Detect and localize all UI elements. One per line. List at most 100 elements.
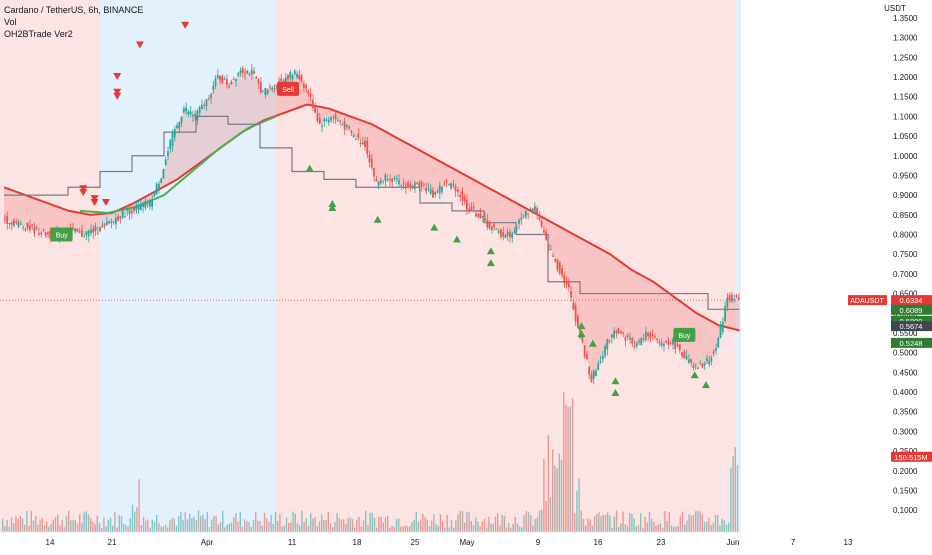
volume-bar [391,525,393,532]
buy-triangle [328,203,337,211]
volume-bar [373,517,376,532]
axis-unit-label: USDT [884,4,906,13]
signal-label: Sell [282,87,294,94]
x-tick-label: 16 [594,538,603,547]
candle-body [717,337,720,348]
candle-body [545,231,548,240]
volume-bar [169,520,171,532]
candle-body [402,183,405,185]
volume-bar [406,525,409,532]
buy-triangle [305,164,314,172]
candle-body [182,108,185,113]
candle-body [309,93,312,97]
trend-fill [4,69,740,381]
volume-bar [246,520,248,532]
candle-body [703,363,706,366]
candle-body [441,186,443,192]
candle-body [651,334,654,336]
volume-bar [112,525,114,532]
volume-bar [629,512,631,532]
volume-bar [400,526,402,532]
volume-bar [574,513,576,532]
volume-bar [398,518,400,532]
volume-bar [578,478,580,532]
volume-bar [10,517,13,532]
candle-body [71,227,74,229]
candle-body [343,121,346,130]
volume-bar [666,520,668,532]
candle-body [710,357,713,362]
candle-body [647,332,649,337]
candle-body [148,199,151,207]
candle-body [257,78,260,84]
candle-body [493,224,495,228]
volume-bar [116,527,118,532]
candle-body [463,196,466,202]
candle-body [348,126,351,129]
volume-bar [182,519,184,532]
candle-body [173,128,176,138]
candle-body [699,362,702,364]
candle-body [80,230,83,237]
volume-indicator-label[interactable]: Vol [4,17,17,27]
candle-body [90,229,92,234]
candle-body [76,228,79,232]
candle-body [300,75,303,82]
oh2btrade-indicator-label[interactable]: OH2BTrade Ver2 [4,29,73,39]
x-tick-label: 9 [536,538,541,547]
volume-bar [193,516,195,532]
candle-body [468,208,471,212]
volume-bar [362,520,365,532]
volume-bar [455,520,457,532]
candle-body [112,221,115,223]
volume-bar [189,513,191,532]
candle-body [572,302,575,310]
candle-body [223,78,226,80]
candle-body [658,342,661,344]
volume-bar [285,517,288,532]
candle-body [357,134,360,138]
y-tick-label: 0.9000 [893,191,918,200]
volume-bar [673,526,675,532]
volume-bar [591,525,593,532]
y-tick-label: 0.2000 [893,467,918,476]
candle-body [237,73,240,76]
volume-bar [420,519,422,532]
volume-bar [8,526,10,532]
sell-triangle [90,195,99,203]
volume-bar [422,513,424,532]
candle-body [549,249,552,251]
volume-bar [288,523,290,532]
candle-body [522,217,525,219]
volume-tag-label: 150.515M [894,453,927,462]
symbol-tag-bg [848,295,887,306]
candle-body [586,354,588,360]
volume-bar [369,512,371,532]
candle-body [400,184,403,186]
candle-body [268,86,271,88]
current-price-tag-label: 0.6334 [900,296,923,305]
volume-bar [510,527,512,532]
candle-body [644,331,647,340]
volume-bar [618,526,620,532]
candle-body [672,339,674,345]
volume-bar [307,525,310,532]
candle-body [264,87,267,95]
candle-body [728,294,731,301]
volume-bar [19,515,21,532]
candle-body [595,370,597,377]
volume-bar [525,510,527,532]
candle-body [194,113,197,117]
volume-bar [200,516,202,532]
candle-body [345,125,348,128]
volume-bar [437,526,439,532]
x-tick-label: May [459,538,474,547]
candle-body [83,236,86,238]
volume-bar [675,526,677,532]
candle-body [737,297,740,300]
volume-bar [87,514,90,532]
y-tick-label: 1.1500 [893,93,918,102]
candle-body [135,204,138,211]
